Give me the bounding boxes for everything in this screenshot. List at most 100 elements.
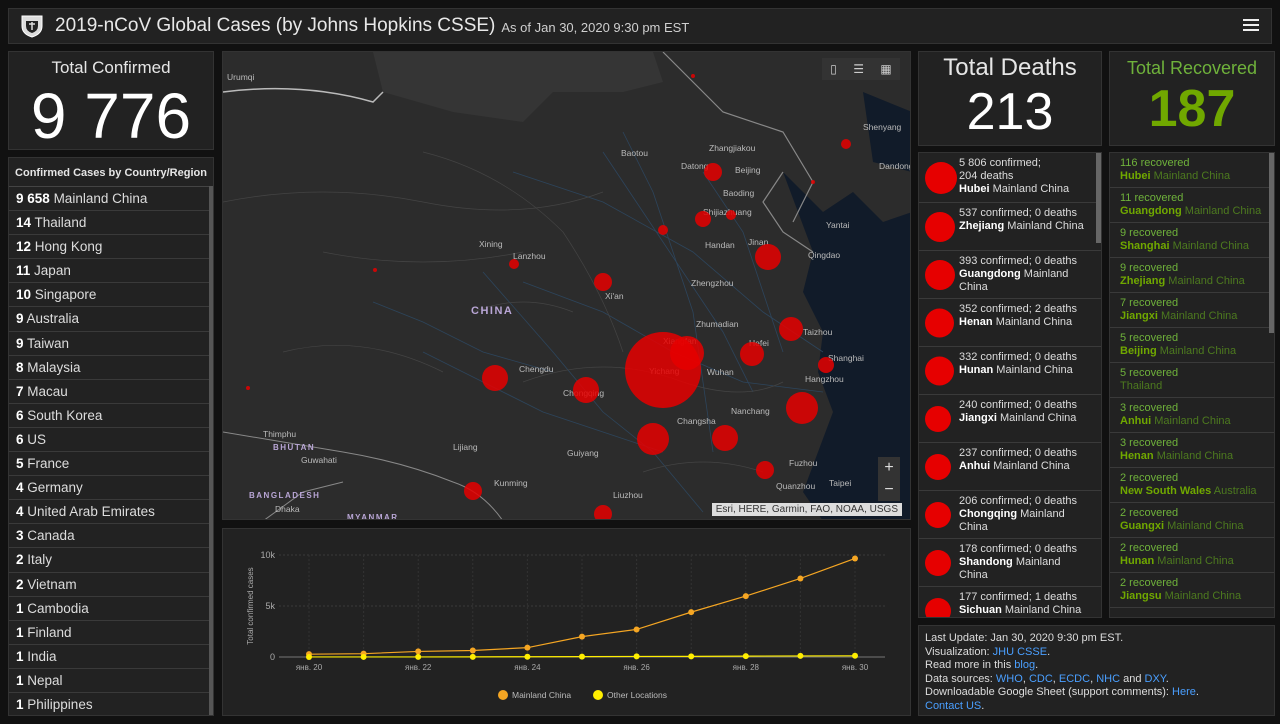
recovered-row[interactable]: 9 recovered Zhejiang Mainland China bbox=[1110, 258, 1274, 293]
country-row[interactable]: 3 Canada bbox=[9, 524, 211, 549]
recovered-row[interactable]: 2 recovered Hunan Mainland China bbox=[1110, 538, 1274, 573]
country-row[interactable]: 9 Australia bbox=[9, 307, 211, 332]
country-row[interactable]: 1 Nepal bbox=[9, 669, 211, 693]
country-row[interactable]: 9 658 Mainland China bbox=[9, 187, 211, 212]
recovered-row[interactable]: 2 recovered Jiangsu Mainland China bbox=[1110, 573, 1274, 608]
case-bubble[interactable] bbox=[811, 180, 815, 184]
case-bubble[interactable] bbox=[509, 259, 519, 269]
case-bubble[interactable] bbox=[670, 336, 704, 370]
country-row[interactable]: 6 South Korea bbox=[9, 404, 211, 428]
country-row[interactable]: 6 US bbox=[9, 428, 211, 453]
recovered-row[interactable]: 7 recovered Jiangxi Mainland China bbox=[1110, 293, 1274, 328]
contact-us-link[interactable]: Contact US bbox=[925, 699, 982, 712]
recovered-row[interactable]: 116 recovered Hubei Mainland China bbox=[1110, 153, 1274, 188]
case-bubble[interactable] bbox=[482, 365, 508, 391]
case-bubble[interactable] bbox=[704, 163, 722, 181]
zoom-out-button[interactable]: − bbox=[884, 481, 894, 498]
case-bubble[interactable] bbox=[818, 357, 834, 373]
cdc-link[interactable]: CDC bbox=[1028, 672, 1053, 685]
country-row[interactable]: 5 France bbox=[9, 452, 211, 477]
case-bubble[interactable] bbox=[658, 225, 668, 235]
death-row[interactable]: 206 confirmed; 0 deaths Chongqing Mainlan… bbox=[919, 491, 1101, 539]
death-row[interactable]: 237 confirmed; 0 deaths Anhui Mainland Ch… bbox=[919, 443, 1101, 491]
case-bubble[interactable] bbox=[712, 425, 738, 451]
case-bubble[interactable] bbox=[779, 317, 803, 341]
country-row[interactable]: 12 Hong Kong bbox=[9, 235, 211, 260]
death-row[interactable]: 178 confirmed; 0 deaths Shandong Mainland… bbox=[919, 539, 1101, 587]
country-name: Nepal bbox=[27, 672, 63, 688]
ecdc-link[interactable]: ECDC bbox=[1058, 672, 1091, 685]
recovered-row[interactable]: 2 recovered New South Wales Australia bbox=[1110, 468, 1274, 503]
who-link[interactable]: WHO bbox=[995, 672, 1023, 685]
jhu-csse-link[interactable]: JHU CSSE bbox=[992, 645, 1048, 658]
country-list-scrollbar[interactable] bbox=[209, 186, 213, 715]
map-panel[interactable]: Urumqi Baotou Datong Zhangjiakou Beijing Baod… bbox=[222, 51, 911, 520]
country-row[interactable]: 8 Malaysia bbox=[9, 356, 211, 380]
death-row[interactable]: 393 confirmed; 0 deaths Guangdong Mainlan… bbox=[919, 251, 1101, 299]
blog-link[interactable]: blog bbox=[1014, 659, 1036, 671]
country-row[interactable]: 1 Finland bbox=[9, 621, 211, 645]
death-row[interactable]: 537 confirmed; 0 deaths Zhejiang Mainland… bbox=[919, 203, 1101, 251]
recovered-row[interactable]: 9 recovered Shanghai Mainland China bbox=[1110, 223, 1274, 258]
case-bubble[interactable] bbox=[246, 386, 250, 390]
case-bubble[interactable] bbox=[573, 377, 599, 403]
recovered-count: 3 recovered bbox=[1120, 437, 1179, 449]
case-bubble[interactable] bbox=[695, 211, 711, 227]
zoom-controls: + − bbox=[878, 457, 900, 501]
country-row[interactable]: 4 Germany bbox=[9, 476, 211, 501]
recovered-row[interactable]: 5 recovered Thailand bbox=[1110, 363, 1274, 398]
case-bubble[interactable] bbox=[464, 482, 482, 500]
recovered-row[interactable]: 3 recovered Anhui Mainland China bbox=[1110, 398, 1274, 433]
map-label: Xining bbox=[479, 239, 503, 249]
death-row[interactable]: 177 confirmed; 1 deaths Sichuan Mainland … bbox=[919, 587, 1101, 617]
data-point bbox=[797, 575, 804, 582]
zoom-in-button[interactable]: + bbox=[884, 459, 894, 476]
deaths-list-scrollbar[interactable] bbox=[1096, 153, 1101, 243]
case-bubble[interactable] bbox=[637, 423, 669, 455]
recovered-row[interactable]: 11 recovered Guangdong Mainland China bbox=[1110, 188, 1274, 223]
basemap-grid-icon[interactable]: ▦ bbox=[880, 62, 892, 76]
hamburger-menu-icon[interactable] bbox=[1243, 17, 1259, 33]
recovered-state: New South Wales bbox=[1120, 485, 1212, 497]
x-tick-label: янв. 24 bbox=[514, 663, 541, 672]
death-row[interactable]: 332 confirmed; 0 deaths Hunan Mainland Ch… bbox=[919, 347, 1101, 395]
nhc-link[interactable]: NHC bbox=[1096, 672, 1121, 685]
case-bubble[interactable] bbox=[740, 342, 764, 366]
case-bubble[interactable] bbox=[373, 268, 377, 272]
country-row[interactable]: 2 Italy bbox=[9, 548, 211, 573]
country-row[interactable]: 1 Cambodia bbox=[9, 597, 211, 621]
bookmark-icon[interactable]: ▯ bbox=[830, 62, 837, 76]
case-bubble[interactable] bbox=[594, 273, 612, 291]
recovered-row[interactable]: 2 recovered Guangxi Mainland China bbox=[1110, 503, 1274, 538]
death-row[interactable]: 5 806 confirmed; 204 deaths Hubei Mainland… bbox=[919, 153, 1101, 203]
legend-list-icon[interactable]: ☰ bbox=[853, 62, 864, 76]
country-row[interactable]: 4 United Arab Emirates bbox=[9, 500, 211, 525]
case-bubble[interactable] bbox=[755, 244, 781, 270]
death-row[interactable]: 352 confirmed; 2 deaths Henan Mainland Ch… bbox=[919, 299, 1101, 347]
country-row[interactable]: 14 Thailand bbox=[9, 211, 211, 236]
country-row[interactable]: 2 Vietnam bbox=[9, 573, 211, 597]
recovered-row[interactable]: 5 recovered Beijing Mainland China bbox=[1110, 328, 1274, 363]
country-row[interactable]: 7 Macau bbox=[9, 380, 211, 404]
case-bubble[interactable] bbox=[841, 139, 851, 149]
case-bubble[interactable] bbox=[786, 392, 818, 424]
dxy-link[interactable]: DXY bbox=[1144, 672, 1166, 685]
country-name: Australia bbox=[26, 311, 80, 327]
recovered-list-scrollbar[interactable] bbox=[1269, 153, 1274, 333]
case-bubble[interactable] bbox=[726, 210, 736, 220]
case-bubble[interactable] bbox=[756, 461, 774, 479]
country-row[interactable]: 10 Singapore bbox=[9, 283, 211, 308]
recovered-count: 2 recovered bbox=[1120, 472, 1179, 484]
case-bubble[interactable] bbox=[594, 505, 612, 520]
app-header: 2019-nCoV Global Cases (by Johns Hopkins… bbox=[8, 8, 1272, 44]
recovered-row[interactable]: 3 recovered Henan Mainland China bbox=[1110, 433, 1274, 468]
country-row[interactable]: 9 Taiwan bbox=[9, 332, 211, 356]
country-row[interactable]: 11 Japan bbox=[9, 259, 211, 284]
google-sheet-link[interactable]: Here bbox=[1172, 686, 1196, 698]
map-label: BHUTAN bbox=[273, 443, 315, 452]
country-row[interactable]: 1 Philippines bbox=[9, 693, 211, 715]
country-row[interactable]: 1 India bbox=[9, 645, 211, 669]
case-bubble[interactable] bbox=[691, 74, 695, 78]
death-row[interactable]: 240 confirmed; 0 deaths Jiangxi Mainland … bbox=[919, 395, 1101, 443]
